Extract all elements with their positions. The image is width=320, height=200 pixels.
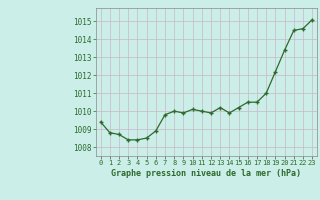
X-axis label: Graphe pression niveau de la mer (hPa): Graphe pression niveau de la mer (hPa)	[111, 169, 301, 178]
